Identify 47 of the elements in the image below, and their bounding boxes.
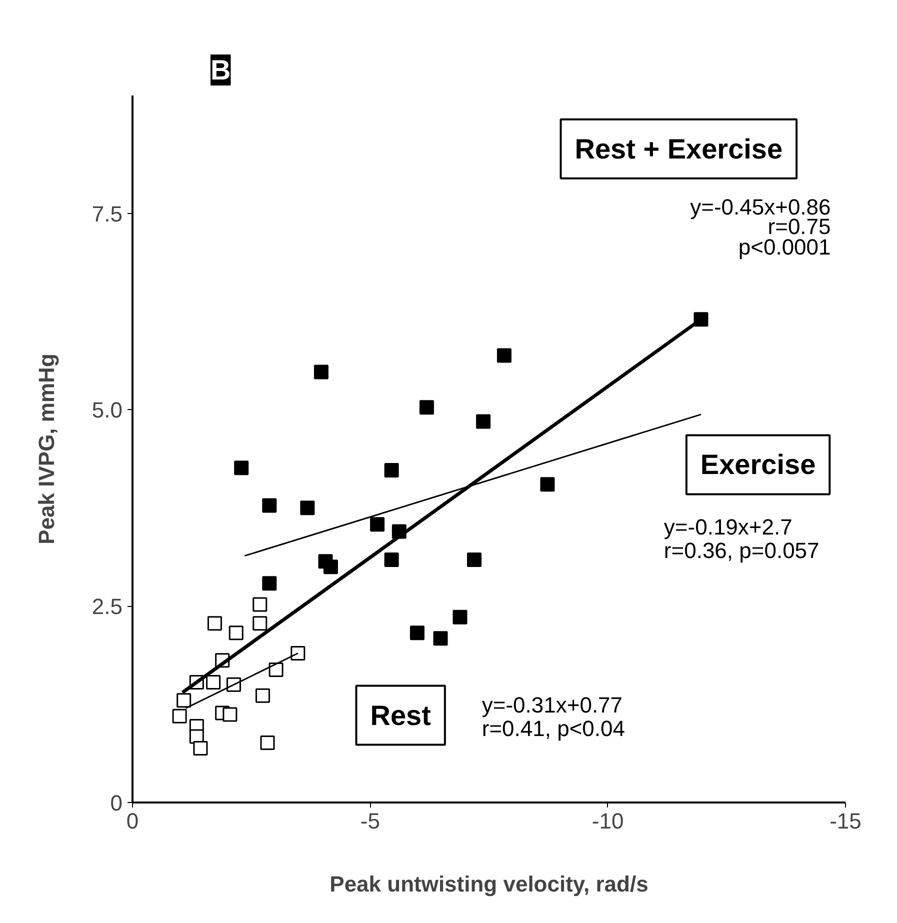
annotation: y=-0.19x+2.7 [664, 514, 792, 540]
point [207, 616, 222, 631]
point [234, 460, 249, 476]
point [370, 517, 385, 532]
point [268, 662, 284, 677]
point [496, 348, 512, 363]
annotation: Exercise [700, 449, 816, 480]
point [476, 414, 491, 429]
point [433, 631, 448, 646]
point [384, 462, 399, 478]
point [252, 597, 268, 612]
y-tick-label: 2.5 [92, 594, 123, 620]
y-tick-label: 0 [110, 790, 123, 816]
x-tick-label: 0 [126, 808, 139, 834]
point [252, 616, 268, 631]
x-tick-label: -15 [830, 808, 862, 834]
annotation: Rest [370, 700, 431, 731]
point [540, 477, 555, 492]
point [228, 626, 244, 640]
point [452, 610, 468, 624]
annotation: r=0.41, p<0.04 [482, 716, 625, 742]
point [262, 498, 277, 513]
point [193, 741, 208, 756]
point [300, 500, 315, 516]
y-tick-label: 7.5 [92, 201, 123, 226]
text: B [210, 54, 231, 86]
point [290, 646, 306, 660]
point [323, 560, 338, 574]
point [176, 693, 192, 708]
point [206, 675, 221, 690]
x-axis-title: Peak untwisting velocity, rad/s [330, 872, 648, 896]
point [172, 708, 187, 724]
x-tick-label: -5 [360, 808, 380, 834]
annotation: y=-0.31x+0.77 [482, 692, 623, 718]
point [222, 707, 238, 722]
y-tick-label: 5.0 [92, 398, 123, 423]
y-axis-title: Peak IVPG, mmHg [34, 354, 59, 544]
point [255, 688, 270, 703]
point [262, 576, 277, 591]
point [467, 552, 482, 568]
point [384, 552, 399, 568]
x-tick-label: -10 [592, 808, 624, 834]
point [419, 400, 434, 415]
point [410, 626, 424, 640]
point [260, 736, 275, 750]
point [314, 364, 328, 380]
annotation: Rest + Exercise [574, 133, 783, 164]
